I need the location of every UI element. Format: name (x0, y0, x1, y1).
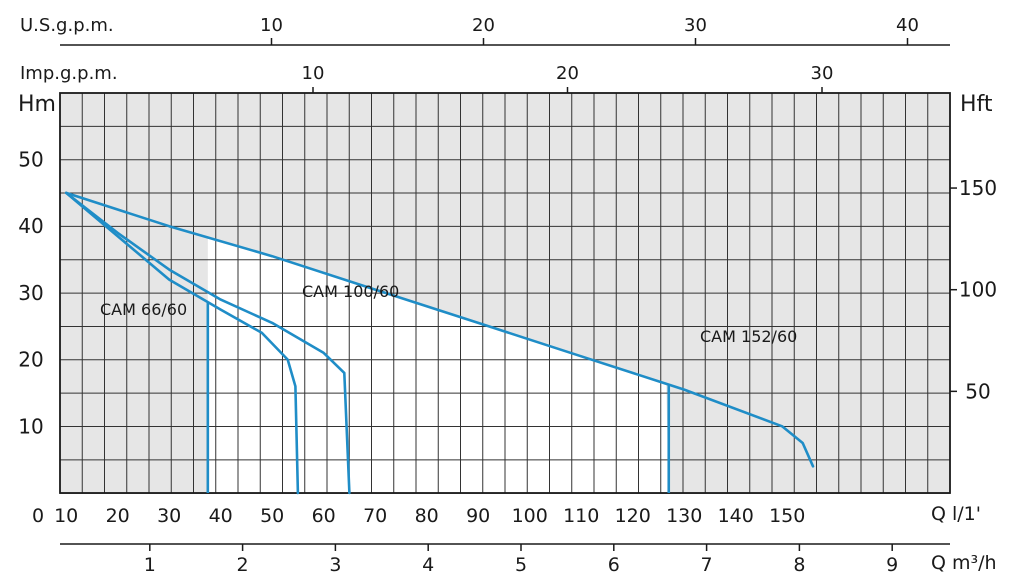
series-curve-0 (64, 191, 300, 495)
hft-tick-label: 50 (965, 379, 990, 403)
hm-tick-label: 40 (18, 214, 43, 238)
hft-tick-label: 150 (959, 176, 997, 200)
lmin-tick-label: 80 (415, 505, 439, 527)
m3h-tick-label: 9 (886, 554, 898, 576)
lmin-tick-label: 20 (106, 505, 130, 527)
usgpm-tick-label: 20 (472, 15, 495, 36)
hft-tick-label: 100 (959, 278, 997, 302)
lmin-tick-label: 120 (615, 505, 651, 527)
lmin-tick-label: 90 (466, 505, 490, 527)
m3h-tick-label: 4 (422, 554, 434, 576)
series-label-1: CAM 100/60 (302, 282, 399, 301)
lmin-tick-label: 10 (54, 505, 78, 527)
impgpm-tick-label: 30 (811, 63, 834, 84)
usgpm-tick-label: 40 (896, 15, 919, 36)
hm-tick-label: 20 (18, 348, 43, 372)
series-layer (64, 191, 815, 495)
impgpm-axis-label: Imp.g.p.m. (20, 63, 118, 84)
lmin-tick-label: 100 (512, 505, 548, 527)
m3h-tick-label: 2 (237, 554, 249, 576)
series-label-2: CAM 152/60 (700, 327, 797, 346)
m3h-tick-label: 3 (329, 554, 341, 576)
series-curve-1 (64, 191, 351, 495)
plot-border (59, 92, 951, 494)
lmin-tick-label: 60 (312, 505, 336, 527)
lmin-tick-label: 40 (209, 505, 233, 527)
hm-tick-label: 30 (18, 281, 43, 305)
lmin-tick-label: 50 (260, 505, 284, 527)
m3h-tick-label: 8 (793, 554, 805, 576)
lmin-tick-label: 0 (32, 505, 44, 527)
usgpm-tick-label: 30 (684, 15, 707, 36)
lmin-tick-label: 30 (157, 505, 181, 527)
m3h-tick-label: 1 (144, 554, 156, 576)
m3h-tick-label: 5 (515, 554, 527, 576)
lmin-tick-label: 110 (563, 505, 599, 527)
hm-tick-label: 10 (18, 414, 43, 438)
lmin-tick-label: 130 (666, 505, 702, 527)
impgpm-tick-label: 20 (556, 63, 579, 84)
impgpm-tick-label: 10 (302, 63, 325, 84)
lmin-tick-label: 140 (718, 505, 754, 527)
hm-axis-label: Hm (18, 92, 56, 117)
series-label-0: CAM 66/60 (100, 300, 187, 319)
m3h-axis-label: Q m³/h (931, 552, 997, 574)
m3h-tick-label: 6 (608, 554, 620, 576)
lmin-tick-label: 150 (769, 505, 805, 527)
usgpm-axis-label: U.S.g.p.m. (20, 15, 114, 36)
hft-axis-label: Hft (960, 92, 993, 117)
lmin-tick-label: 70 (363, 505, 387, 527)
text-layer: CAM 66/60 CAM 100/60 CAM 152/60 U.S.g.p.m. 1… (18, 15, 997, 576)
hm-tick-label: 50 (18, 148, 43, 172)
m3h-tick-label: 7 (701, 554, 713, 576)
usgpm-tick-label: 10 (260, 15, 283, 36)
axes-layer (60, 38, 957, 551)
series-curve-2 (64, 191, 815, 468)
lmin-axis-label: Q l/1' (931, 503, 981, 525)
